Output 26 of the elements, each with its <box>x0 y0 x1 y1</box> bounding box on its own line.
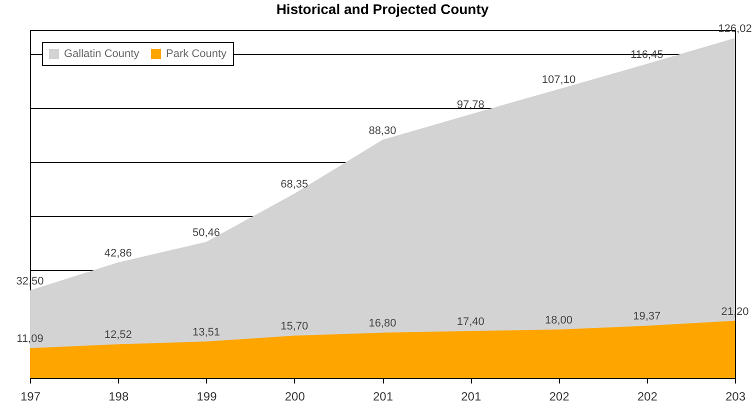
x-tick-label: 197 <box>20 390 41 404</box>
data-label: 13,51 <box>192 326 220 339</box>
data-label: 107,10 <box>542 74 576 86</box>
x-tick-label: 202 <box>549 390 570 404</box>
data-label: 126,02 <box>718 23 752 36</box>
data-label: 19,37 <box>633 310 661 323</box>
data-label: 18,00 <box>544 314 573 326</box>
data-label: 50,46 <box>192 226 220 239</box>
data-label: 88,30 <box>368 124 396 137</box>
x-tick-label: 202 <box>637 390 658 404</box>
x-tick-label: 201 <box>372 390 394 404</box>
data-label: 11,09 <box>16 333 44 346</box>
data-label: 16,80 <box>368 318 396 330</box>
x-tick-label: 198 <box>108 390 129 404</box>
legend-label: Gallatin County <box>64 48 140 60</box>
x-tick-label: 200 <box>284 390 306 404</box>
data-label: 12,52 <box>104 329 132 342</box>
chart-title: Historical and Projected County <box>276 1 489 18</box>
data-label: 15,70 <box>280 320 308 333</box>
x-tick-label: 201 <box>461 390 482 404</box>
data-label: 42,86 <box>104 247 132 260</box>
x-tick-label: 199 <box>196 390 218 404</box>
data-label: 17,40 <box>456 316 484 328</box>
data-label: 68,35 <box>280 178 308 191</box>
legend-label: Park County <box>166 48 228 60</box>
x-tick-label: 203 <box>725 390 746 404</box>
